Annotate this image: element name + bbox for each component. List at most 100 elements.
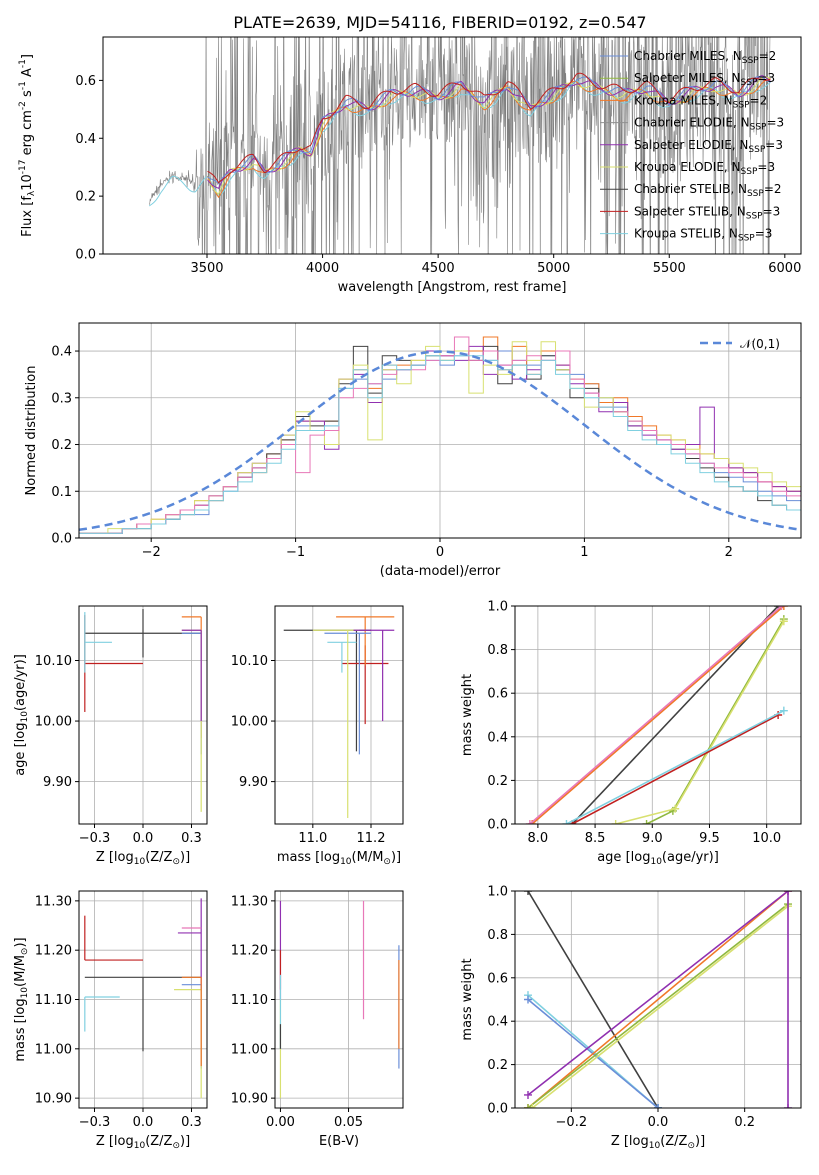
y-tick-label: 0.0 [487, 1102, 508, 1117]
x-axis-label: Z [log10​(Z/Z⊙​)] [96, 850, 190, 867]
model-spectrum [207, 72, 771, 184]
legend-entry: Chabrier MILES, NSSP​=2 [634, 49, 776, 66]
weight-line [527, 891, 789, 1108]
y-tick-label: 0.8 [487, 928, 508, 943]
weight-line [566, 709, 785, 824]
chart-age_vs_mass: 11.0 11.2 9.90 10.00 10.10 mass [log10​(M/M⊙​… [231, 605, 404, 867]
legend-entry: Salpeter STELIB, NSSP​=3 [634, 204, 780, 221]
y-tick-label: 0.0 [487, 818, 508, 833]
y-tick-label: 11.30 [231, 894, 268, 909]
y-tick-label: 0.0 [51, 532, 72, 547]
weight-line [529, 606, 783, 824]
weight-marker [525, 820, 534, 824]
histogram-series [79, 336, 801, 538]
x-axis-label: E(B-V) [319, 1134, 359, 1149]
weight-line [531, 905, 789, 1108]
weight-marker [524, 1090, 532, 1099]
plot-area [84, 609, 202, 812]
chart-residuals: −2 −1 0 1 2 0.0 0.1 0.2 0.3 0.4 (data-model)/error… [24, 322, 802, 579]
y-tick-label: 0.2 [487, 1058, 508, 1073]
x-tick-label: 2 [725, 545, 733, 560]
y-tick-label: 10.00 [35, 715, 72, 730]
x-tick-label: −0.2 [556, 1115, 588, 1130]
legend-entry: Chabrier STELIB, NSSP​=2 [634, 182, 782, 199]
weight-line [571, 714, 779, 824]
legend-entry: Kroupa ELODIE, NSSP​=3 [634, 160, 775, 177]
y-tick-label: 0.4 [75, 132, 96, 147]
weight-marker [524, 1104, 532, 1108]
normal-curve [79, 350, 801, 532]
y-tick-label: 9.90 [43, 775, 72, 790]
legend-entry: Salpeter MILES, NSSP​=3 [634, 71, 775, 88]
legend-entry: 𝒩(0,1) [740, 337, 780, 351]
x-tick-label: 0.0 [133, 1115, 154, 1130]
x-tick-label: 0 [436, 545, 444, 560]
weight-marker [784, 891, 792, 895]
y-tick-label: 11.10 [35, 993, 72, 1008]
plot-area [525, 606, 788, 824]
x-tick-label: 8.5 [585, 831, 606, 846]
plot-area [79, 336, 801, 538]
x-tick-label: 0.00 [266, 1115, 295, 1130]
plot-area [524, 891, 792, 1108]
chart-mass_weight_vs_age: 8.0 8.5 9.0 9.5 10.0 0.0 0.2 0.4 0.6 0.8 1.0 age [l… [460, 600, 802, 867]
y-tick-label: 0.1 [51, 485, 72, 500]
y-tick-label: 0.4 [51, 345, 72, 360]
weight-marker [784, 1104, 792, 1108]
weight-line [571, 606, 779, 824]
model-spectrum [207, 76, 771, 185]
x-tick-label: 9.0 [642, 831, 663, 846]
weight-marker [562, 820, 571, 824]
weight-marker [671, 804, 680, 813]
plot-area [279, 900, 400, 1099]
axes-frame [102, 36, 802, 255]
y-tick-label: 11.30 [35, 894, 72, 909]
y-tick-label: 1.0 [487, 600, 508, 615]
y-tick-label: 0.0 [75, 248, 96, 263]
chart-mass_vs_EBV: 0.00 0.05 10.90 11.00 11.10 11.20 11.30 E(B-V) [231, 890, 404, 1149]
axes-frame [514, 605, 802, 825]
y-tick-label: 11.20 [231, 944, 268, 959]
y-axis-label: mass weight [460, 958, 475, 1040]
weight-marker [524, 995, 532, 1004]
weight-line [527, 903, 789, 1108]
x-tick-label: 6000 [768, 261, 801, 276]
y-tick-label: 0.6 [487, 687, 508, 702]
y-tick-label: 0.2 [51, 438, 72, 453]
weight-marker [611, 820, 620, 824]
x-tick-label: 9.5 [699, 831, 720, 846]
y-tick-label: 11.00 [35, 1042, 72, 1057]
legend: 𝒩(0,1) [700, 337, 780, 351]
weight-marker [777, 606, 786, 610]
weight-marker [528, 1104, 537, 1108]
y-axis-label: Normed distribution [24, 366, 39, 496]
x-tick-label: 1 [580, 545, 588, 560]
chart-spectrum: 3500 4000 4500 5000 5500 6000 0.0 0.2 0.4 0.6 wave… [18, 36, 802, 295]
y-tick-label: 0.6 [487, 971, 508, 986]
x-tick-label: 4500 [422, 261, 455, 276]
x-tick-label: 0.05 [334, 1115, 363, 1130]
x-tick-label: 10.0 [752, 831, 781, 846]
y-tick-label: 10.10 [231, 654, 268, 669]
y-tick-label: 11.00 [231, 1042, 268, 1057]
y-axis-label: Flux [fλ​10-17​ erg cm-2​ s-1​ A-1​] [18, 54, 37, 237]
x-tick-label: −0.3 [79, 1115, 111, 1130]
weight-marker [524, 891, 532, 895]
x-tick-label: 5500 [653, 261, 686, 276]
y-tick-label: 0.2 [75, 190, 96, 205]
x-tick-label: −0.3 [79, 831, 111, 846]
y-tick-label: 9.90 [239, 775, 268, 790]
model-spectrum [207, 78, 771, 199]
x-axis-label: (data-model)/error [380, 564, 501, 579]
histogram-series [79, 345, 801, 538]
figure-title: PLATE=2639, MJD=54116, FIBERID=0192, z=0… [233, 13, 646, 32]
y-tick-label: 0.3 [51, 391, 72, 406]
weight-marker [779, 606, 788, 610]
y-tick-label: 10.90 [231, 1092, 268, 1107]
plot-area [148, 37, 771, 254]
y-tick-label: 1.0 [487, 885, 508, 900]
x-tick-label: 0.2 [734, 1115, 755, 1130]
y-tick-label: 11.20 [35, 944, 72, 959]
